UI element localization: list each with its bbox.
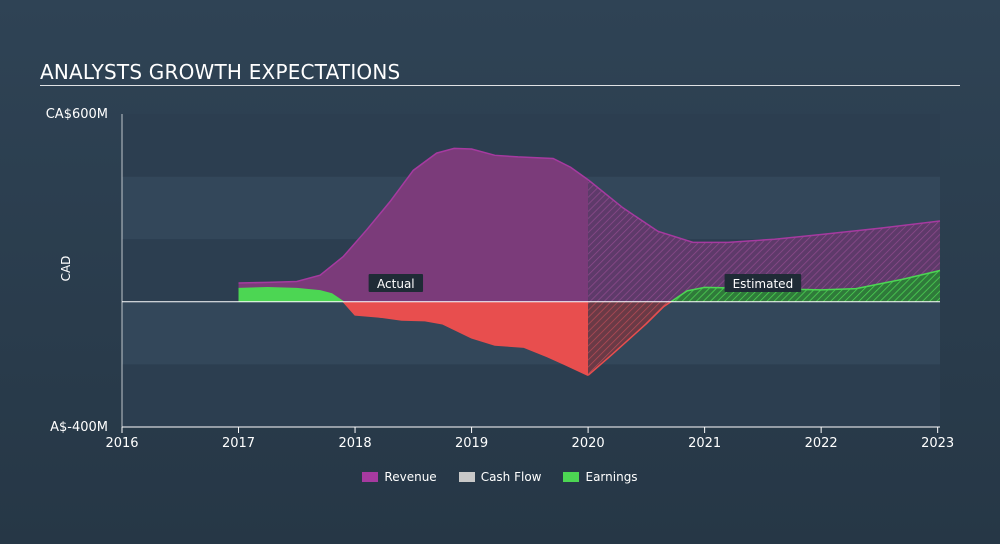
x-tick-label: 2023 (921, 436, 954, 451)
estimated-label-text: Estimated (733, 277, 794, 291)
revenue-actual-area (238, 148, 589, 302)
y-tick-label-top: CA$600M (46, 107, 108, 122)
series-areas (238, 147, 941, 377)
earnings-line-neg-estimated (587, 301, 673, 376)
x-tick-label: 2019 (455, 436, 488, 451)
estimated-label: Estimated (724, 274, 802, 292)
estimated-label-bg (724, 274, 802, 292)
legend-label-earnings: Earnings (585, 470, 638, 484)
x-tick-label: 2022 (805, 436, 838, 451)
legend-label-revenue: Revenue (384, 470, 437, 484)
actual-label-bg (368, 274, 424, 292)
legend-item-earnings[interactable]: Earnings (563, 470, 638, 484)
actual-label: Actual (368, 274, 424, 292)
y-tick-label-bottom: A$-400M (50, 420, 108, 435)
cash-flow-swatch (458, 472, 475, 482)
x-tick-label: 2016 (105, 436, 138, 451)
revenue-estimated-area (588, 179, 940, 302)
earnings-line-pos-estimated (669, 269, 941, 302)
revenue-swatch (362, 472, 379, 482)
revenue-estimated-line (587, 179, 941, 244)
grid-band (122, 364, 940, 427)
chart-labels: Actual Estimated (368, 274, 802, 292)
axes: 2016 2017 2018 2019 2020 2021 2022 2023 CA$600M A… (46, 107, 954, 451)
x-tick-label: 2021 (688, 436, 721, 451)
earnings-line-pos-actual (238, 286, 345, 302)
earnings-swatch (563, 472, 580, 482)
x-tick-label: 2018 (339, 436, 372, 451)
earnings-positive-estimated (670, 270, 940, 302)
legend-item-revenue[interactable]: Revenue (362, 470, 437, 484)
legend-label-cash-flow: Cash Flow (480, 470, 542, 484)
x-tick-label: 2017 (222, 436, 255, 451)
chart-title: ANALYSTS GROWTH EXPECTATIONS (40, 60, 401, 84)
x-tick-label: 2020 (572, 436, 605, 451)
earnings-negative-estimated (588, 301, 940, 376)
legend: Revenue Cash Flow Earnings (0, 470, 1000, 484)
revenue-actual-line (238, 147, 589, 284)
y-axis-title: CAD (59, 256, 73, 282)
earnings-negative-actual (238, 301, 589, 376)
actual-label-text: Actual (377, 277, 415, 291)
title-divider (40, 85, 960, 86)
legend-item-cash-flow[interactable]: Cash Flow (458, 470, 542, 484)
earnings-line-neg-actual (342, 301, 589, 377)
